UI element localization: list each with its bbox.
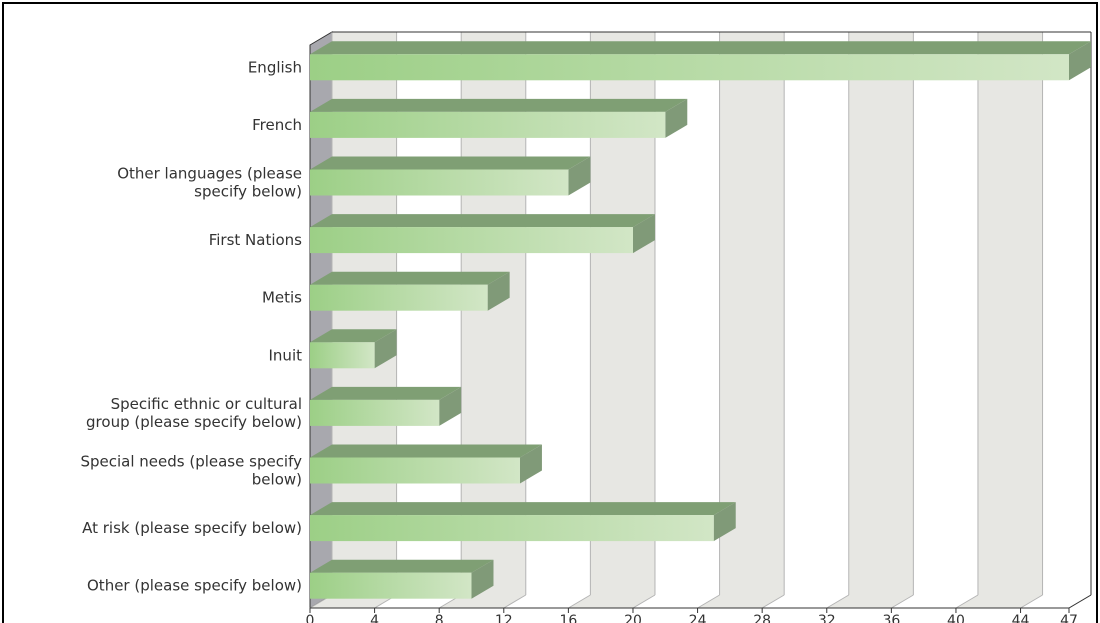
floor-band: [956, 595, 1043, 608]
category-label-line: First Nations: [209, 231, 302, 249]
x-tick-label: 4: [370, 613, 379, 623]
x-tick-label: 20: [624, 613, 642, 623]
category-label-line: Metis: [262, 289, 302, 307]
bar-group: [310, 214, 655, 253]
bar-group: [310, 41, 1091, 80]
x-tick-label: 40: [947, 613, 965, 623]
x-tick-label: 12: [495, 613, 513, 623]
category-label: At risk (please specify below): [82, 519, 302, 537]
x-tick-label: 0: [306, 613, 315, 623]
x-tick-label: 28: [753, 613, 771, 623]
bar: [310, 458, 520, 484]
bar-top: [310, 502, 736, 515]
bar-group: [310, 329, 397, 368]
floor-band: [568, 595, 655, 608]
bar-top: [310, 99, 687, 112]
bar-top: [310, 445, 542, 458]
grid-band: [978, 32, 1043, 595]
bar-top: [310, 157, 590, 170]
category-label-line: French: [252, 116, 302, 134]
category-label: Other (please specify below): [87, 577, 302, 595]
x-tick-label: 36: [882, 613, 900, 623]
category-label-line: specify below): [194, 183, 302, 201]
x-tick-label: 47: [1060, 613, 1078, 623]
x-tick-label: 24: [689, 613, 707, 623]
bar-group: [310, 157, 590, 196]
bar-group: [310, 502, 736, 541]
category-label-line: At risk (please specify below): [82, 519, 302, 537]
category-label-line: Other languages (please: [117, 165, 302, 183]
bar: [310, 112, 665, 138]
bar-group: [310, 387, 461, 426]
category-label-line: Inuit: [269, 346, 303, 364]
category-label-line: English: [248, 58, 302, 76]
bar-top: [310, 214, 655, 227]
bar: [310, 285, 488, 311]
bar-group: [310, 445, 542, 484]
category-label-line: Special needs (please specify: [80, 453, 302, 471]
floor-band: [698, 595, 785, 608]
category-label-line: Other (please specify below): [87, 577, 302, 595]
bar-group: [310, 560, 493, 599]
bar: [310, 170, 568, 196]
bar-top: [310, 560, 493, 573]
category-label-line: group (please specify below): [86, 413, 302, 431]
bar: [310, 342, 375, 368]
x-tick-label: 8: [435, 613, 444, 623]
category-label: English: [248, 58, 302, 76]
bar-top: [310, 272, 510, 285]
x-axis-corner: [1069, 595, 1091, 608]
category-label: First Nations: [209, 231, 302, 249]
category-label: French: [252, 116, 302, 134]
category-label: Specific ethnic or cultural group (please…: [86, 395, 302, 431]
floor-band: [827, 595, 914, 608]
x-tick-label: 32: [818, 613, 836, 623]
bar: [310, 400, 439, 426]
bar-top: [310, 41, 1091, 54]
bar: [310, 573, 471, 599]
category-label: Metis: [262, 289, 302, 307]
bar-group: [310, 99, 687, 138]
x-tick-label: 44: [1012, 613, 1030, 623]
bars: [310, 41, 1091, 598]
category-label: Other languages (please specify below): [117, 165, 302, 201]
bar-group: [310, 272, 510, 311]
category-label: Inuit: [269, 346, 303, 364]
bar-chart: 0 4 8 12 16 20 24 28 32 36 40 44 47 English French Oth…: [4, 4, 1100, 623]
bar: [310, 515, 714, 541]
category-label-line: Specific ethnic or cultural: [111, 395, 302, 413]
grid-band: [849, 32, 914, 595]
category-labels: English French Other languages (please spec…: [80, 58, 302, 594]
bar: [310, 227, 633, 253]
category-label: Special needs (please specify below): [80, 453, 302, 489]
x-tick-label: 16: [559, 613, 577, 623]
category-label-line: below): [252, 471, 302, 489]
bar-top: [310, 387, 461, 400]
bar: [310, 54, 1069, 80]
